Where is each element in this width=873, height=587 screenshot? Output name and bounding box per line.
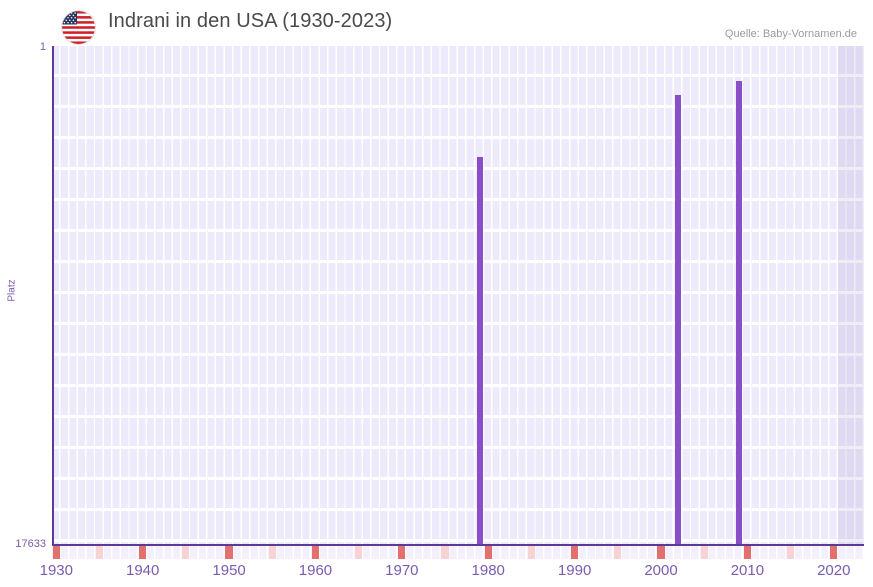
year-mark-1985 — [527, 546, 535, 559]
x-axis-tick-2000: 2000 — [644, 562, 678, 579]
year-mark-1940 — [139, 546, 147, 559]
chart-title: Indrani in den USA (1930-2023) — [108, 10, 393, 32]
us-flag-icon — [62, 11, 95, 44]
y-axis-line — [52, 46, 54, 545]
year-mark-2015 — [786, 546, 795, 559]
x-axis-tick-1960: 1960 — [298, 562, 333, 579]
x-axis-tick-1940: 1940 — [126, 562, 160, 579]
no-data-shaded-region — [838, 46, 864, 545]
y-axis-tick-top: 1 — [39, 41, 46, 53]
x-axis-tick-1970: 1970 — [385, 562, 419, 579]
bar-2009 — [735, 80, 742, 545]
x-axis-tick-1930: 1930 — [39, 562, 73, 579]
year-mark-2000 — [657, 546, 665, 559]
year-mark-1990 — [570, 546, 579, 559]
year-mark-1970 — [398, 546, 406, 559]
x-axis-tick-1990: 1990 — [557, 562, 592, 579]
year-mark-1975 — [441, 546, 449, 559]
x-axis-tick-2010: 2010 — [730, 562, 765, 579]
year-mark-1950 — [225, 546, 233, 559]
x-axis-tick-1980: 1980 — [471, 562, 505, 579]
x-axis-tick-2020: 2020 — [817, 562, 851, 579]
chart-header: Indrani in den USA (1930-2023) Quelle: B… — [0, 0, 873, 46]
year-mark-1960 — [311, 546, 320, 559]
year-mark-1930 — [52, 546, 60, 559]
year-mark-1945 — [182, 546, 190, 559]
year-mark-1980 — [484, 546, 492, 559]
year-mark-1965 — [355, 546, 363, 559]
year-mark-2005 — [700, 546, 708, 559]
x-axis-tick-1950: 1950 — [212, 562, 246, 579]
grid-rows — [52, 46, 864, 545]
x-axis-line — [52, 544, 864, 546]
source-attribution: Quelle: Baby-Vornamen.de — [724, 28, 857, 40]
y-axis-title: Platz — [6, 279, 18, 302]
year-mark-1955 — [268, 546, 276, 559]
bar-1979 — [476, 157, 483, 545]
year-mark-2020 — [830, 546, 838, 559]
bars-layer — [52, 46, 864, 545]
year-marker-strip — [52, 546, 864, 559]
year-mark-1935 — [95, 546, 104, 559]
year-mark-1995 — [614, 546, 622, 559]
year-mark-2010 — [743, 546, 751, 559]
y-axis-tick-bottom: 17633 — [15, 538, 46, 550]
bar-2002 — [675, 95, 682, 545]
chart-plot-area — [52, 46, 864, 545]
